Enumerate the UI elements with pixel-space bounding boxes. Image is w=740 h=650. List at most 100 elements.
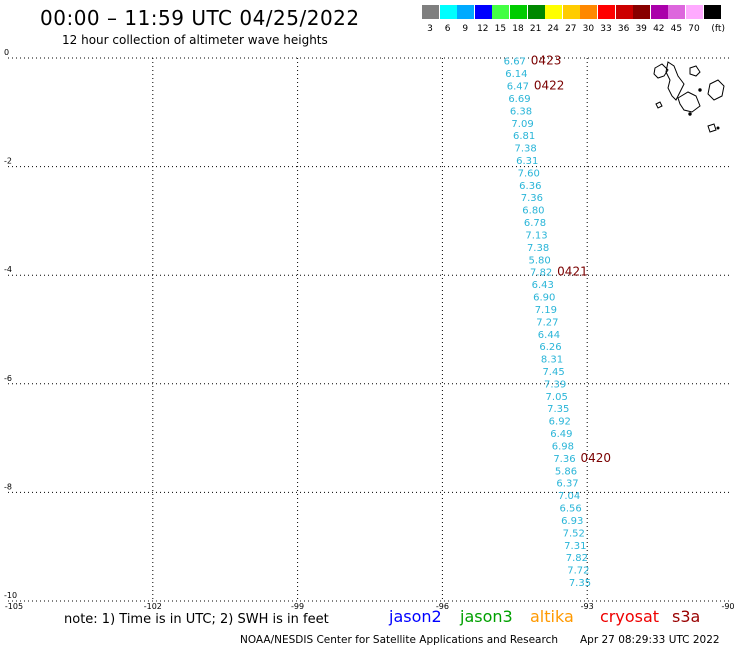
scale-swatch: [492, 5, 510, 19]
scale-label: 18: [512, 24, 524, 34]
swh-value: 6.92: [549, 417, 571, 428]
island-shape: [677, 91, 701, 113]
map-title: 00:00 – 11:59 UTC 04/25/2022: [40, 6, 360, 30]
island-shape: [689, 65, 701, 77]
latitude-tick: -2: [4, 157, 12, 166]
swh-value: 6.56: [560, 504, 582, 515]
latitude-tick: -10: [4, 591, 17, 600]
galapagos-islands: [653, 61, 725, 133]
swh-value: 6.98: [552, 441, 574, 452]
latitude-tick: 0: [4, 48, 9, 57]
swh-value: 7.35: [569, 578, 591, 589]
scale-swatch: [474, 5, 492, 19]
footer-timestamp: Apr 27 08:29:33 UTC 2022: [580, 634, 720, 646]
swh-value: 7.05: [546, 392, 568, 403]
swh-value: 7.82: [566, 553, 588, 564]
swh-value: 7.52: [563, 528, 585, 539]
scale-label: 30: [582, 24, 595, 34]
swh-value: 7.36: [521, 193, 543, 204]
swh-value: 6.67: [504, 57, 526, 68]
scale-label: 39: [635, 24, 647, 34]
scale-swatch: [686, 5, 703, 19]
scale-swatch: [545, 5, 563, 19]
scale-label: 21: [529, 24, 542, 34]
swh-value: 8.31: [541, 355, 563, 366]
swh-value: 6.14: [505, 69, 527, 80]
latitude-tick: -8: [4, 482, 12, 491]
swh-value: 7.09: [511, 119, 533, 130]
swh-value: 6.26: [539, 342, 561, 353]
islet-shape: [688, 112, 692, 116]
longitude-tick: -90: [721, 602, 734, 611]
satellite-label-jason2: jason2: [389, 607, 442, 626]
axis-tick-labels: -105 -102 -99 -96 -93 -90 0 -2 -4 -6 -8 -10: [4, 48, 735, 611]
swh-value: 7.04: [558, 491, 580, 502]
note-text: note: 1) Time is in UTC; 2) SWH is in fe…: [64, 612, 329, 627]
longitude-tick: -93: [581, 602, 594, 611]
scale-label: 15: [494, 24, 507, 34]
swh-value: 6.90: [533, 293, 555, 304]
satellite-label-jason3: jason3: [460, 607, 513, 626]
islet-shape: [698, 88, 702, 92]
footer-credit: NOAA/NESDIS Center for Satellite Applica…: [240, 634, 558, 646]
scale-label: 9: [462, 24, 469, 34]
map-subtitle: 12 hour collection of altimeter wave hei…: [62, 33, 328, 47]
swh-value: 6.36: [519, 181, 541, 192]
swh-value: 7.45: [542, 367, 564, 378]
scale-swatch: [703, 5, 721, 19]
scale-swatch: [633, 5, 651, 19]
swh-value: 6.31: [516, 156, 538, 167]
swh-value: 7.72: [567, 566, 589, 577]
scale-label: 70: [688, 24, 700, 34]
altimeter-track: 6.676.146.476.696.387.096.817.386.317.60…: [504, 57, 591, 589]
swh-value: 7.19: [535, 305, 557, 316]
swh-value: 6.38: [510, 106, 532, 117]
scale-label: 45: [670, 24, 683, 34]
island-shape: [653, 63, 669, 79]
longitude-tick: -96: [436, 602, 449, 611]
latitude-tick: -6: [4, 374, 12, 383]
scale-swatch: [457, 5, 475, 19]
satellite-label-cryosat: cryosat: [600, 607, 660, 626]
island-shape: [707, 123, 717, 133]
scale-label: 12: [477, 24, 489, 34]
swh-value: 7.36: [553, 454, 575, 465]
swh-value: 7.38: [527, 243, 549, 254]
scale-label: 3: [427, 24, 433, 34]
scale-label: 27: [565, 24, 577, 34]
scale-label: 42: [653, 24, 665, 34]
scale-swatch: [439, 5, 457, 19]
swh-value: 6.37: [556, 479, 578, 490]
longitude-tick: -105: [5, 602, 23, 611]
scale-label: 36: [617, 24, 630, 34]
swh-value: 7.38: [515, 144, 537, 155]
swh-value: 7.60: [518, 168, 540, 179]
swh-value: 6.80: [522, 206, 544, 217]
scale-swatch: [527, 5, 545, 19]
swh-value: 6.47: [507, 82, 529, 93]
satellite-label-altika: altika: [530, 607, 574, 626]
scale-label: 33: [600, 24, 612, 34]
swh-value: 7.39: [544, 379, 566, 390]
swh-value: 6.69: [508, 94, 530, 105]
swh-value: 6.49: [550, 429, 572, 440]
scale-swatch: [510, 5, 527, 19]
swh-value: 7.31: [564, 541, 586, 552]
islet-shape: [716, 126, 720, 130]
scale-swatch: [422, 5, 439, 19]
scale-label: 6: [444, 24, 451, 34]
swh-value: 5.80: [528, 255, 550, 266]
longitude-tick: -99: [291, 602, 304, 611]
scale-swatch: [650, 5, 668, 19]
scale-unit-label: (ft): [711, 24, 725, 34]
island-shape: [707, 79, 725, 101]
scale-swatch: [562, 5, 580, 19]
island-shape: [665, 61, 685, 101]
swh-value: 7.35: [547, 404, 569, 415]
scale-swatch: [615, 5, 633, 19]
scale-swatch: [580, 5, 598, 19]
date-label: 0421: [557, 265, 588, 279]
date-label: 0422: [534, 79, 565, 93]
swh-value: 7.82: [530, 268, 552, 279]
